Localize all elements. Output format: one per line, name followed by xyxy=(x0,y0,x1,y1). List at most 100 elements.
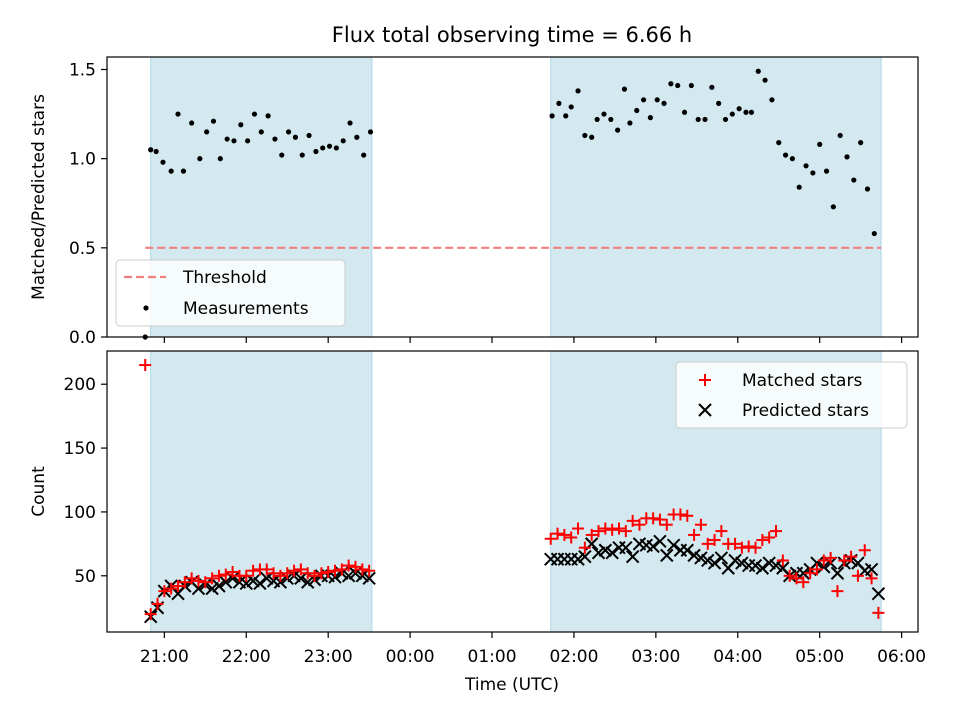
measurement-point xyxy=(640,97,647,103)
predicted-star-marker xyxy=(362,571,376,586)
matched-star-marker xyxy=(335,563,348,576)
count-x-ticks: 21:00 22:00 23:00 00:00 01:00 02:00 03:00 04:00… xyxy=(140,632,926,667)
measurement-point xyxy=(204,129,210,135)
matched-star-marker xyxy=(708,534,721,547)
measurement-point xyxy=(168,168,174,174)
measurement-point xyxy=(582,132,588,139)
measurement-point xyxy=(762,77,768,83)
predicted-star-marker xyxy=(294,571,308,586)
matched-star-marker xyxy=(756,534,769,547)
legend-predicted-label: Predicted stars xyxy=(742,401,869,421)
matched-star-marker xyxy=(578,541,591,554)
measurement-point xyxy=(568,104,574,110)
measurement-point xyxy=(830,204,836,210)
measurement-point xyxy=(634,107,640,114)
count-panel-frame xyxy=(106,350,919,633)
ratio-observing-windows xyxy=(150,57,882,337)
measurement-point xyxy=(796,184,802,190)
measurement-point xyxy=(153,148,159,155)
measurement-point xyxy=(197,156,203,162)
measurement-point xyxy=(789,156,795,162)
measurement-point xyxy=(782,152,789,158)
matched-star-marker xyxy=(865,572,878,585)
y-tick-label: 0.0 xyxy=(69,328,96,348)
y-tick-label: 1.5 xyxy=(69,60,96,80)
measurement-point xyxy=(615,127,621,133)
measurement-point xyxy=(361,152,367,158)
matched-star-marker xyxy=(212,569,225,582)
measurement-point xyxy=(313,148,319,155)
predicted-star-marker xyxy=(817,560,831,574)
legend-matched-swatch xyxy=(699,374,711,386)
matched-star-marker xyxy=(558,528,571,541)
matched-star-marker xyxy=(653,513,666,526)
predicted-star-marker xyxy=(646,539,660,554)
measurement-point xyxy=(654,97,660,103)
matched-star-marker xyxy=(729,537,742,550)
matched-star-marker xyxy=(260,563,273,576)
x-tick-label: 00:00 xyxy=(386,647,435,667)
count-y-ticks: 50 100 150 200 xyxy=(64,375,107,587)
predicted-star-marker xyxy=(653,534,667,549)
measurement-point xyxy=(299,152,305,158)
ratio-panel: 0.0 0.5 1.0 1.5 Matched/Predicted stars Thr… xyxy=(29,56,919,348)
measurement-point xyxy=(688,82,694,89)
ratio-x-ticks xyxy=(163,337,903,343)
matched-star-marker xyxy=(158,585,171,598)
matched-star-marker xyxy=(701,537,714,550)
matched-star-marker xyxy=(688,528,701,541)
matched-star-marker xyxy=(247,564,260,577)
matched-star-marker xyxy=(660,518,673,531)
measurement-point xyxy=(594,116,600,123)
measurement-point xyxy=(647,115,653,121)
matched-star-marker xyxy=(694,518,707,531)
matched-star-marker xyxy=(308,569,321,582)
matched-star-marker xyxy=(633,518,646,531)
measurement-point xyxy=(333,145,339,151)
measurement-point xyxy=(326,143,333,149)
matched-star-marker xyxy=(674,508,687,521)
count-panel: 50 100 150 200 21:00 22:00 23:00 00:00 01:00 02:… xyxy=(29,350,926,695)
matched-star-marker xyxy=(544,532,557,545)
matched-star-marker xyxy=(858,544,871,557)
matched-star-marker xyxy=(824,551,837,564)
measurement-point xyxy=(837,132,843,139)
x-tick-label: 23:00 xyxy=(304,647,353,667)
measurement-point xyxy=(748,109,755,115)
legend-measurements-label: Measurements xyxy=(183,299,309,319)
measurement-point xyxy=(175,111,181,117)
predicted-star-marker xyxy=(666,538,681,552)
predicted-star-marker xyxy=(605,546,619,560)
measurement-point xyxy=(736,106,742,112)
measurement-point xyxy=(716,100,722,106)
measurement-point xyxy=(180,168,187,174)
matched-star-marker xyxy=(329,564,342,577)
measurement-point xyxy=(729,111,735,117)
matched-star-marker xyxy=(144,608,157,621)
legend-measurements-swatch xyxy=(143,305,149,311)
matched-star-marker xyxy=(342,559,355,572)
matched-star-marker xyxy=(647,512,660,525)
measurement-point xyxy=(347,120,353,126)
matched-star-marker xyxy=(315,567,328,580)
ratio-legend-box xyxy=(115,259,346,327)
x-axis-label: Time (UTC) xyxy=(464,675,559,695)
measurement-point xyxy=(817,141,823,147)
matched-star-marker xyxy=(776,554,789,567)
predicted-star-marker xyxy=(619,540,633,555)
predicted-star-marker xyxy=(680,543,694,557)
y-tick-label: 200 xyxy=(64,375,96,395)
measurement-point xyxy=(251,111,258,117)
measurement-point xyxy=(810,170,816,176)
measurement-point xyxy=(675,82,681,89)
observing-window-1 xyxy=(550,57,882,337)
matched-star-marker xyxy=(790,572,803,585)
measurement-point xyxy=(292,134,299,140)
x-tick-label: 01:00 xyxy=(468,647,517,667)
measurement-point xyxy=(231,138,237,144)
matched-star-marker xyxy=(735,541,748,554)
matched-star-marker xyxy=(178,576,191,589)
measurement-point xyxy=(844,154,850,160)
measurement-point xyxy=(621,86,628,92)
measurement-point xyxy=(709,84,715,90)
